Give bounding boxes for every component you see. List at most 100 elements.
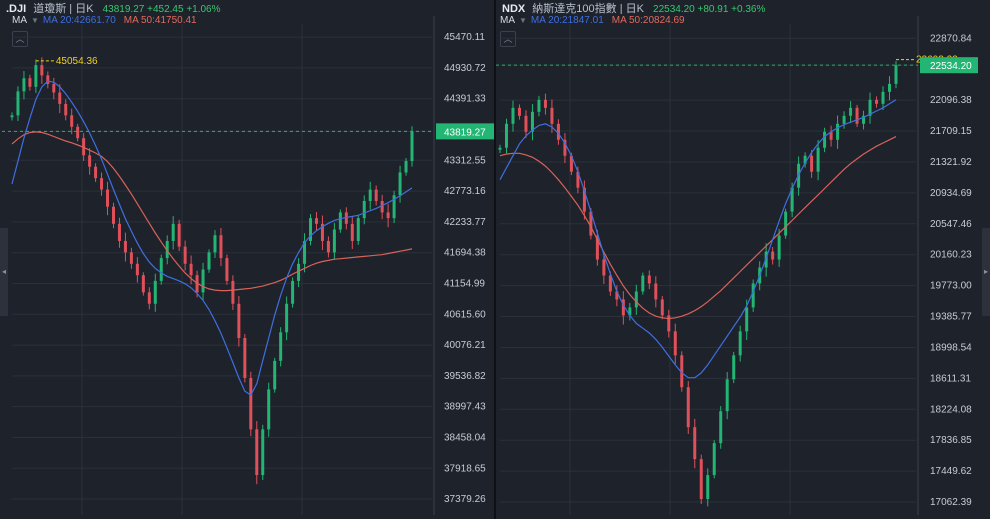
- candle-body: [790, 187, 794, 212]
- y-tick-label: 39536.82: [444, 371, 486, 382]
- candle-body: [225, 258, 229, 281]
- y-tick-label: 21709.15: [930, 126, 972, 137]
- candle-body: [771, 251, 775, 260]
- price-tag-label: 43819.27: [444, 127, 486, 138]
- candle-body: [380, 200, 384, 213]
- candle-body: [46, 75, 50, 84]
- candle-body: [868, 99, 872, 116]
- pane-divider[interactable]: [494, 0, 496, 519]
- y-tick-label: 44391.33: [444, 94, 486, 105]
- candle-body: [576, 171, 580, 188]
- candle-body: [777, 235, 781, 260]
- candle-body: [10, 115, 14, 118]
- candle-body: [231, 280, 235, 304]
- dji-candlestick-chart[interactable]: 45054.36 45470.11 44930.72 44391.33 43312.55…: [0, 0, 494, 519]
- candle-body: [712, 443, 716, 476]
- candle-body: [123, 240, 127, 253]
- candle-body: [836, 123, 840, 140]
- instrument-name[interactable]: 納斯達克100指數 | 日K: [532, 3, 644, 14]
- candle-body: [875, 99, 879, 104]
- candle-body: [255, 429, 259, 476]
- candle-body: [261, 429, 265, 476]
- ma20-value: MA 20:21847.01: [530, 15, 604, 26]
- candle-body: [326, 240, 330, 253]
- candle-body: [842, 115, 846, 124]
- chevron-down-icon[interactable]: ▼: [31, 16, 39, 25]
- ma-indicator-label[interactable]: MA: [12, 15, 27, 26]
- candle-body: [745, 307, 749, 332]
- collapse-legend-button[interactable]: ︿: [500, 31, 516, 47]
- candle-body: [314, 218, 318, 224]
- candle-body: [738, 331, 742, 356]
- collapse-legend-button[interactable]: ︿: [12, 31, 28, 47]
- candle-body: [725, 379, 729, 412]
- y-tick-label: 40076.21: [444, 340, 486, 351]
- candle-body: [686, 387, 690, 428]
- y-tick-label: 44930.72: [444, 63, 486, 74]
- symbol-label[interactable]: NDX: [502, 3, 526, 14]
- candle-body: [106, 189, 110, 207]
- ndx-candlestick-chart[interactable]: 22603.2222870.8422096.3821709.1521321.92…: [496, 0, 990, 519]
- y-tick-label: 38997.43: [444, 402, 486, 413]
- candle-body: [517, 107, 521, 116]
- candle-body: [589, 211, 593, 236]
- candle-body: [816, 147, 820, 172]
- right-sidebar-toggle[interactable]: ▸: [982, 228, 990, 316]
- candle-body: [621, 299, 625, 316]
- candle-body: [153, 280, 157, 304]
- candle-body: [374, 189, 378, 201]
- left-sidebar-toggle[interactable]: ◂: [0, 228, 8, 316]
- chevron-down-icon[interactable]: ▼: [519, 16, 527, 25]
- candle-body: [165, 240, 169, 259]
- candle-body: [201, 269, 205, 293]
- y-tick-label: 17449.62: [930, 466, 972, 477]
- candle-body: [76, 126, 80, 139]
- candle-body: [267, 389, 271, 430]
- candle-body: [615, 291, 619, 300]
- candle-body: [550, 107, 554, 124]
- symbol-label[interactable]: .DJI: [6, 3, 27, 14]
- chevron-up-icon: ︿: [15, 34, 25, 44]
- y-tick-label: 21321.92: [930, 157, 972, 168]
- candle-body: [177, 223, 181, 247]
- candle-body: [530, 111, 534, 132]
- y-tick-label: 19385.77: [930, 312, 972, 323]
- candle-body: [595, 235, 599, 260]
- candle-body: [368, 189, 372, 201]
- ma50-value: MA 50:41750.41: [123, 15, 197, 26]
- candle-body: [135, 263, 139, 276]
- candle-body: [556, 123, 560, 140]
- candle-body: [159, 258, 163, 281]
- y-tick-label: 20160.23: [930, 250, 972, 261]
- y-tick-label: 40615.60: [444, 309, 486, 320]
- candle-body: [693, 427, 697, 460]
- candle-body: [719, 411, 723, 444]
- candle-body: [537, 99, 541, 112]
- y-tick-label: 37379.26: [444, 494, 486, 505]
- y-tick-label: 37918.65: [444, 463, 486, 474]
- candle-body: [338, 212, 342, 230]
- candle-body: [641, 275, 645, 292]
- candle-body: [803, 155, 807, 164]
- ndx-header: NDX 納斯達克100指數 | 日K 22534.20 +80.91 +0.36…: [496, 0, 990, 14]
- ma-indicator-label[interactable]: MA: [500, 15, 515, 26]
- quote-readout: 43819.27 +452.45 +1.06%: [102, 4, 221, 14]
- candle-body: [888, 83, 892, 92]
- ma20-value: MA 20:42661.70: [42, 15, 116, 26]
- y-tick-label: 17836.85: [930, 435, 972, 446]
- candle-body: [647, 275, 651, 284]
- ndx-chart-pane[interactable]: NDX 納斯達克100指數 | 日K 22534.20 +80.91 +0.36…: [496, 0, 990, 519]
- candle-body: [569, 155, 573, 172]
- y-tick-label: 22870.84: [930, 33, 972, 44]
- instrument-name[interactable]: 道瓊斯 | 日K: [33, 3, 94, 14]
- candle-body: [147, 292, 151, 304]
- candle-body: [291, 280, 295, 304]
- candle-body: [213, 235, 217, 253]
- candle-body: [829, 131, 833, 140]
- candle-body: [279, 332, 283, 361]
- dji-chart-pane[interactable]: .DJI 道瓊斯 | 日K 43819.27 +452.45 +1.06% MA…: [0, 0, 494, 519]
- candle-body: [398, 172, 402, 196]
- quote-readout: 22534.20 +80.91 +0.36%: [653, 4, 766, 14]
- chevron-up-icon: ︿: [503, 34, 513, 44]
